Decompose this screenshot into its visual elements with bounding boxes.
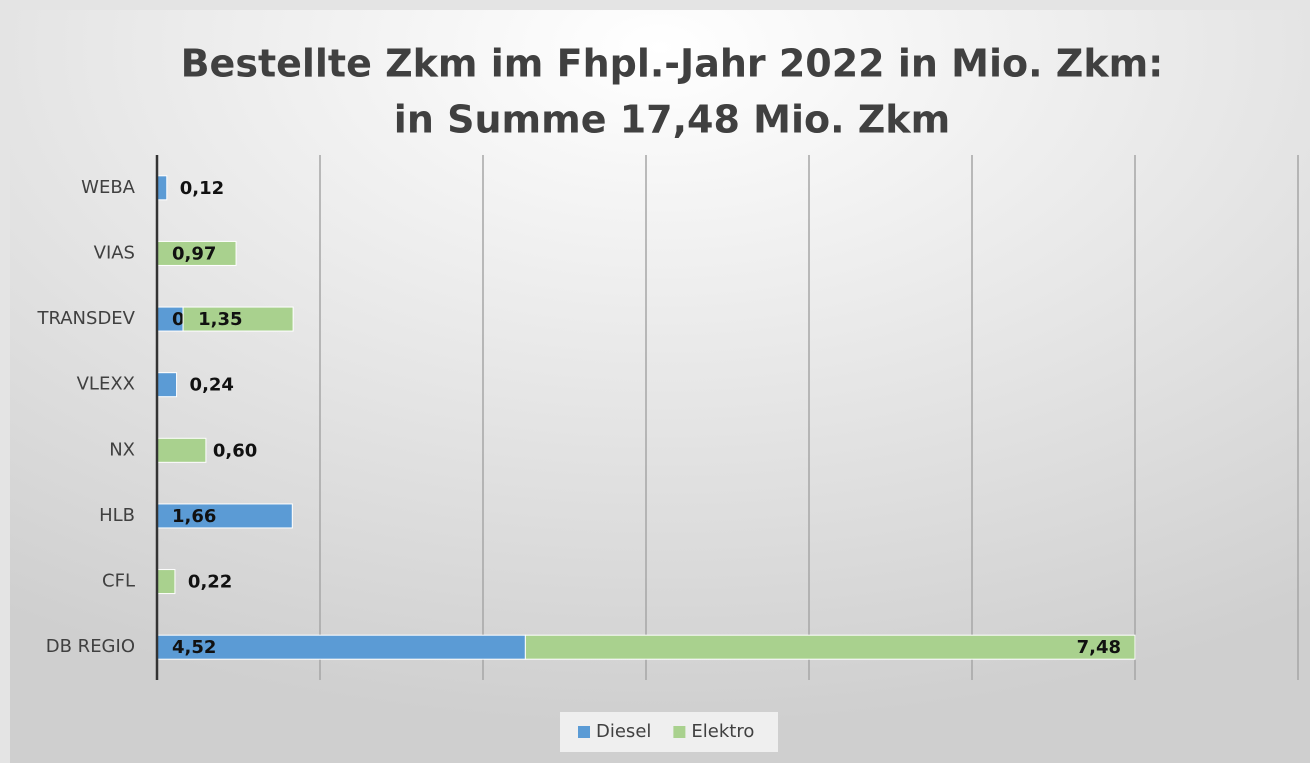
bar-segment	[156, 372, 178, 398]
data-label: 7,48	[1077, 637, 1121, 658]
data-label: 0,97	[172, 243, 216, 264]
y-tick-label: VLEXX	[77, 374, 135, 395]
bar-segment	[156, 240, 237, 266]
bar-segment	[156, 437, 207, 463]
bar-segment	[156, 175, 168, 201]
data-label: 0,60	[213, 440, 257, 461]
y-tick-label: TRANSDEV	[36, 308, 135, 329]
bar-segment	[524, 634, 1136, 660]
data-label: 0,24	[190, 375, 234, 396]
chart-title: in Summe 17,48 Mio. Zkm	[394, 98, 950, 142]
y-tick-label: NX	[109, 439, 135, 460]
bar-segment	[156, 306, 184, 332]
data-label: 1,66	[172, 506, 216, 527]
bar-segment	[156, 569, 176, 595]
legend-label: Diesel	[596, 721, 651, 742]
legend-label: Elektro	[691, 721, 754, 742]
bar-segment	[156, 503, 293, 529]
y-tick-label: VIAS	[94, 242, 135, 263]
bar-segment	[156, 634, 526, 660]
data-label: 1,35	[198, 309, 242, 330]
y-tick-label: DB REGIO	[46, 636, 135, 657]
data-label: 0,22	[188, 572, 232, 593]
y-tick-label: CFL	[102, 571, 135, 592]
chart-title: Bestellte Zkm im Fhpl.-Jahr 2022 in Mio.…	[181, 42, 1164, 86]
legend-swatch	[673, 726, 686, 738]
data-label: 4,52	[172, 637, 216, 658]
legend-swatch	[578, 726, 590, 738]
y-tick-label: HLB	[99, 505, 135, 526]
bar-segment	[182, 306, 294, 332]
y-tick-label: WEBA	[81, 177, 136, 198]
data-label: 0,12	[180, 178, 224, 199]
legend-box	[560, 712, 778, 752]
